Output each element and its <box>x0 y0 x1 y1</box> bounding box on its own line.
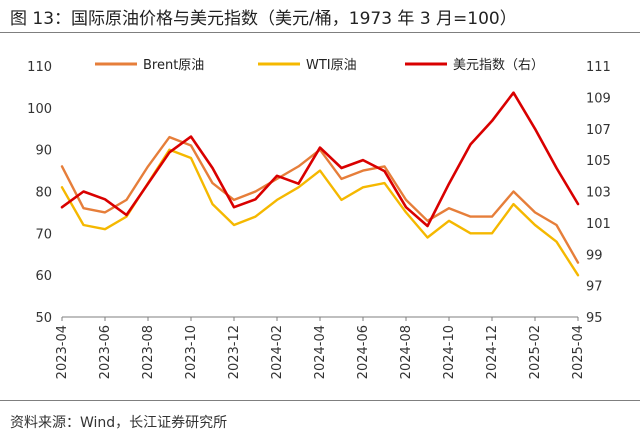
x-tick-label: 2025-04 <box>571 325 586 379</box>
legend: Brent原油 WTI原油 美元指数（右） <box>95 58 544 73</box>
y-right-tick-label: 105 <box>586 154 611 169</box>
right-axis: 95 97 99 101 103 105 107 109 111 <box>586 60 611 326</box>
x-tick-label: 2025-02 <box>528 325 543 379</box>
x-axis: 2023-04 2023-06 2023-08 2023-10 2023-12 2024-… <box>55 317 586 379</box>
y-left-tick-label: 110 <box>27 60 52 75</box>
figure-title: 图 13：国际原油价格与美元指数（美元/桶，1973 年 3 月=100） <box>10 9 517 29</box>
y-right-tick-label: 97 <box>586 280 603 295</box>
chart: 50 60 70 80 90 100 110 95 97 99 101 103 105 107 109 11… <box>27 58 611 379</box>
x-tick-label: 2024-02 <box>270 325 285 379</box>
left-axis: 50 60 70 80 90 100 110 <box>27 60 52 326</box>
y-right-tick-label: 107 <box>586 123 611 138</box>
y-left-tick-label: 50 <box>35 311 52 326</box>
legend-label: Brent原油 <box>143 58 204 73</box>
y-right-tick-label: 111 <box>586 60 611 75</box>
y-left-tick-label: 90 <box>35 144 52 159</box>
series-line-brent <box>60 135 580 264</box>
y-left-tick-label: 60 <box>35 269 52 284</box>
x-tick-label: 2024-08 <box>399 325 414 379</box>
y-right-tick-label: 109 <box>586 91 611 106</box>
x-tick-label: 2023-06 <box>98 325 113 379</box>
x-tick-label: 2023-10 <box>184 325 199 379</box>
title-rule <box>0 32 640 33</box>
series-lines <box>60 91 580 277</box>
x-tick-label: 2023-04 <box>55 325 70 379</box>
x-tick-label: 2024-10 <box>442 325 457 379</box>
x-tick-label: 2024-06 <box>356 325 371 379</box>
x-tick-label: 2023-12 <box>227 325 242 379</box>
legend-label: WTI原油 <box>306 58 357 73</box>
y-right-tick-label: 95 <box>586 311 603 326</box>
y-right-tick-label: 103 <box>586 186 611 201</box>
source-note: 资料来源：Wind，长江证券研究所 <box>10 415 228 431</box>
source-rule <box>0 400 640 401</box>
series-line-usd-index <box>60 91 580 228</box>
y-right-tick-label: 99 <box>586 248 603 263</box>
y-left-tick-label: 70 <box>35 227 52 242</box>
x-tick-label: 2024-04 <box>313 325 328 379</box>
y-left-tick-label: 100 <box>27 102 52 117</box>
x-tick-label: 2024-12 <box>485 325 500 379</box>
x-tick-label: 2023-08 <box>141 325 156 379</box>
y-right-tick-label: 101 <box>586 217 611 232</box>
series-line-wti <box>60 148 580 277</box>
y-left-tick-label: 80 <box>35 186 52 201</box>
legend-label: 美元指数（右） <box>453 58 544 73</box>
